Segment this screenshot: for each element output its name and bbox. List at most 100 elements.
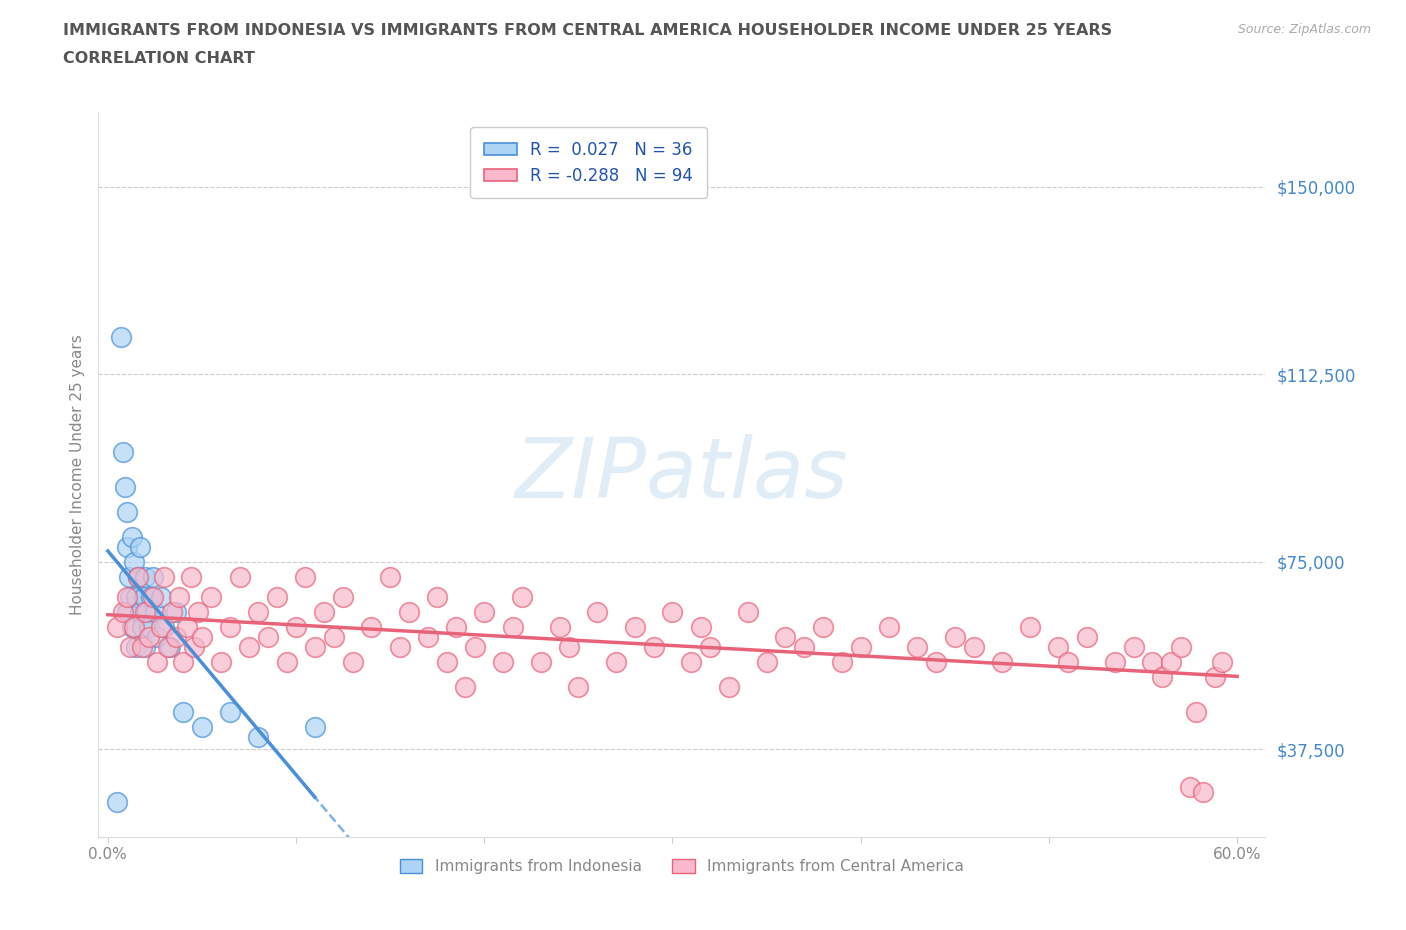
Point xyxy=(131,619,153,634)
Point xyxy=(699,640,721,655)
Point xyxy=(963,640,986,655)
Point xyxy=(849,640,872,655)
Point xyxy=(775,630,797,644)
Point xyxy=(510,590,533,604)
Point xyxy=(502,619,524,634)
Point xyxy=(110,329,132,344)
Point xyxy=(149,590,172,604)
Point xyxy=(548,619,571,634)
Point xyxy=(643,640,665,655)
Point xyxy=(136,604,159,619)
Point xyxy=(115,539,138,554)
Point xyxy=(172,655,194,670)
Point xyxy=(114,479,136,494)
Text: CORRELATION CHART: CORRELATION CHART xyxy=(63,51,254,66)
Point xyxy=(121,529,143,544)
Point xyxy=(143,604,166,619)
Point xyxy=(125,590,148,604)
Point xyxy=(149,619,172,634)
Point xyxy=(247,729,270,744)
Point xyxy=(142,569,165,584)
Point xyxy=(128,604,150,619)
Point xyxy=(160,604,183,619)
Text: ZIPatlas: ZIPatlas xyxy=(515,433,849,515)
Legend: Immigrants from Indonesia, Immigrants from Central America: Immigrants from Indonesia, Immigrants fr… xyxy=(394,853,970,880)
Point xyxy=(200,590,222,604)
Point xyxy=(605,655,627,670)
Point xyxy=(176,619,198,634)
Point xyxy=(132,590,155,604)
Point xyxy=(1019,619,1042,634)
Point xyxy=(388,640,411,655)
Point xyxy=(398,604,420,619)
Point xyxy=(624,619,647,634)
Point xyxy=(266,590,288,604)
Point xyxy=(755,655,778,670)
Point xyxy=(122,554,145,569)
Point xyxy=(925,655,948,670)
Point xyxy=(793,640,815,655)
Point xyxy=(187,604,209,619)
Point xyxy=(127,569,149,584)
Point xyxy=(454,680,477,695)
Point xyxy=(139,590,162,604)
Point xyxy=(165,630,187,644)
Point xyxy=(380,569,402,584)
Point xyxy=(426,590,449,604)
Point xyxy=(256,630,278,644)
Point xyxy=(811,619,834,634)
Point xyxy=(1184,705,1206,720)
Point xyxy=(360,619,382,634)
Point xyxy=(1142,655,1164,670)
Point xyxy=(146,630,169,644)
Point xyxy=(530,655,553,670)
Point xyxy=(169,590,191,604)
Point xyxy=(586,604,609,619)
Point xyxy=(276,655,298,670)
Point xyxy=(492,655,515,670)
Point xyxy=(117,569,139,584)
Point xyxy=(183,640,205,655)
Point xyxy=(416,630,439,644)
Point xyxy=(472,604,495,619)
Point xyxy=(943,630,966,644)
Point xyxy=(142,590,165,604)
Point xyxy=(681,655,703,670)
Point xyxy=(127,569,149,584)
Point xyxy=(285,619,308,634)
Point xyxy=(294,569,316,584)
Point xyxy=(157,640,180,655)
Point xyxy=(905,640,928,655)
Point xyxy=(153,619,176,634)
Point xyxy=(122,619,145,634)
Point xyxy=(689,619,711,634)
Point xyxy=(1178,779,1201,794)
Point xyxy=(120,590,142,604)
Point xyxy=(332,590,354,604)
Point xyxy=(115,590,138,604)
Point xyxy=(567,680,589,695)
Point xyxy=(661,604,683,619)
Point xyxy=(1192,785,1215,800)
Point xyxy=(1150,670,1173,684)
Point xyxy=(138,619,160,634)
Point xyxy=(115,504,138,519)
Point xyxy=(120,640,142,655)
Point xyxy=(342,655,364,670)
Point xyxy=(165,604,187,619)
Point xyxy=(134,640,156,655)
Point xyxy=(153,569,176,584)
Y-axis label: Householder Income Under 25 years: Householder Income Under 25 years xyxy=(69,334,84,615)
Point xyxy=(877,619,900,634)
Point xyxy=(314,604,336,619)
Point xyxy=(558,640,581,655)
Point xyxy=(111,604,134,619)
Point xyxy=(191,630,214,644)
Point xyxy=(219,705,242,720)
Point xyxy=(115,604,138,619)
Point xyxy=(304,640,326,655)
Point xyxy=(209,655,232,670)
Point xyxy=(105,619,128,634)
Point xyxy=(1204,670,1226,684)
Point xyxy=(831,655,853,670)
